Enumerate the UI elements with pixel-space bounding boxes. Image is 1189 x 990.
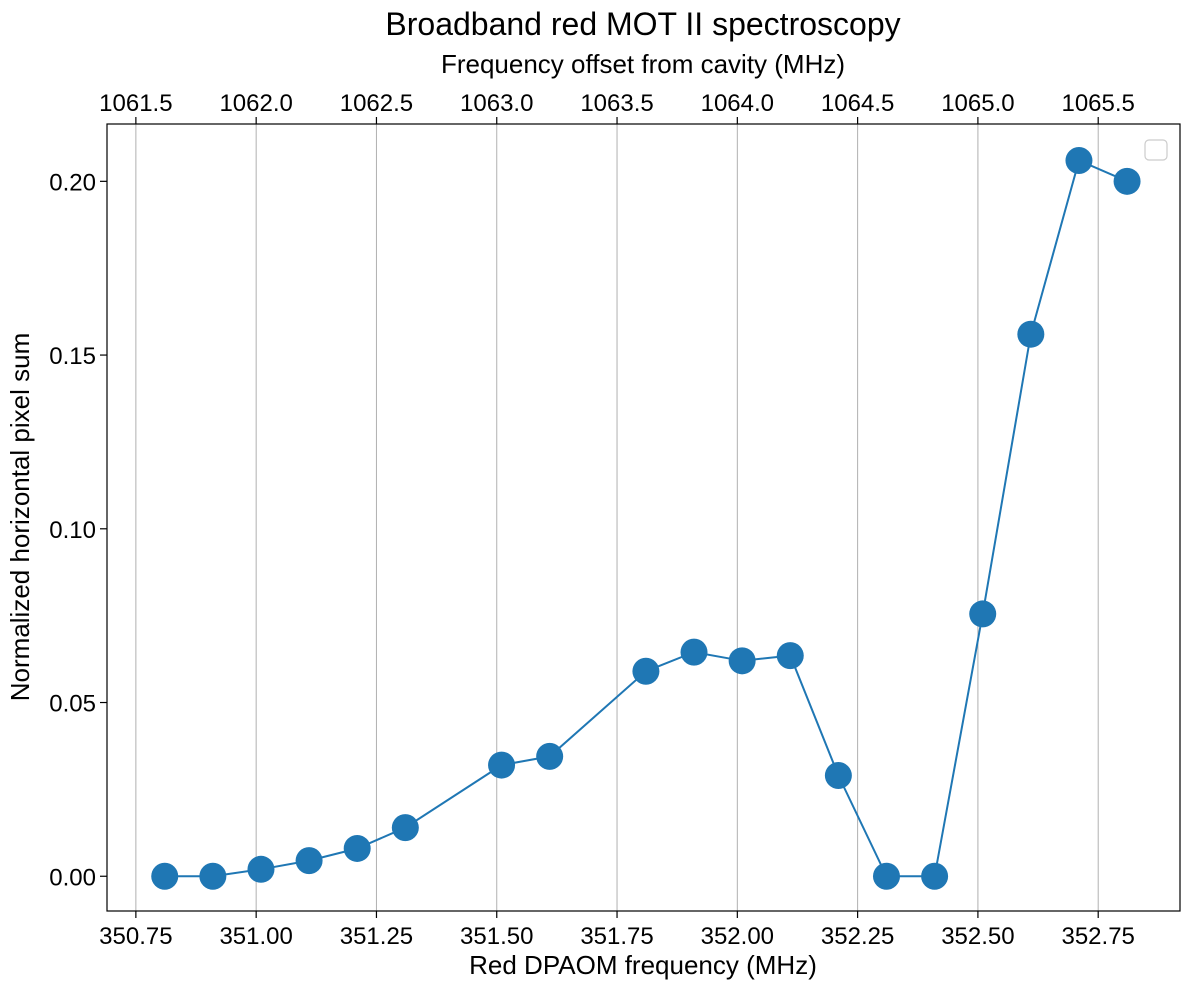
data-point-16 [1017,320,1045,348]
data-point-17 [1065,146,1093,174]
data-point-13 [872,862,900,890]
data-point-15 [969,600,997,628]
grid-layer [135,124,1099,911]
x-tick-label-7: 352.50 [941,923,1014,950]
point-layer [151,146,1141,890]
y-tick-label-4: 0.20 [49,169,96,196]
y-tick-label-0: 0.00 [49,864,96,891]
x2-tick-label-6: 1064.5 [821,90,894,117]
x-tick-label-3: 351.50 [460,923,533,950]
x2-tick-label-0: 1061.5 [99,90,172,117]
data-point-5 [391,814,419,842]
data-point-3 [295,847,323,875]
data-point-0 [151,862,179,890]
x2-tick-label-4: 1063.5 [580,90,653,117]
chart-title: Broadband red MOT II spectroscopy [385,6,900,42]
x-axis-label: Red DPAOM frequency (MHz) [469,950,817,980]
data-point-9 [680,638,708,666]
x2-tick-label-5: 1064.0 [701,90,774,117]
x-tick-label-8: 352.75 [1061,923,1134,950]
x-tick-label-0: 350.75 [99,923,172,950]
data-point-10 [728,647,756,675]
x2-tick-label-7: 1065.0 [941,90,1014,117]
data-point-12 [824,761,852,789]
x2-tick-label-8: 1065.5 [1061,90,1134,117]
y-tick-label-3: 0.15 [49,343,96,370]
data-point-2 [247,855,275,883]
x-tick-label-1: 351.00 [219,923,292,950]
data-point-11 [776,642,804,670]
y-tick-label-1: 0.05 [49,691,96,718]
x2-tick-label-2: 1062.5 [340,90,413,117]
legend-box [1144,139,1168,161]
y-axis-label: Normalized horizontal pixel sum [5,333,35,701]
x2-tick-label-3: 1063.0 [460,90,533,117]
data-point-4 [343,834,371,862]
x2-axis-label: Frequency offset from cavity (MHz) [441,49,845,79]
y-tick-label-2: 0.10 [49,517,96,544]
tick-layer: 1061.5 1062.0 1062.5 1063.0 1063.5 1064.0 1064… [49,90,1135,950]
data-point-8 [632,657,660,685]
line-layer [164,159,1128,878]
data-point-6 [488,751,516,779]
data-point-1 [199,862,227,890]
x-tick-label-2: 351.25 [340,923,413,950]
data-point-7 [536,742,564,770]
x-tick-label-4: 351.75 [580,923,653,950]
plot-frame [106,123,1181,912]
x-tick-label-6: 352.25 [821,923,894,950]
data-point-18 [1113,167,1141,195]
data-point-14 [921,862,949,890]
x2-tick-label-1: 1062.0 [219,90,292,117]
series-line-0 [164,159,1128,878]
x-tick-label-5: 352.00 [701,923,774,950]
